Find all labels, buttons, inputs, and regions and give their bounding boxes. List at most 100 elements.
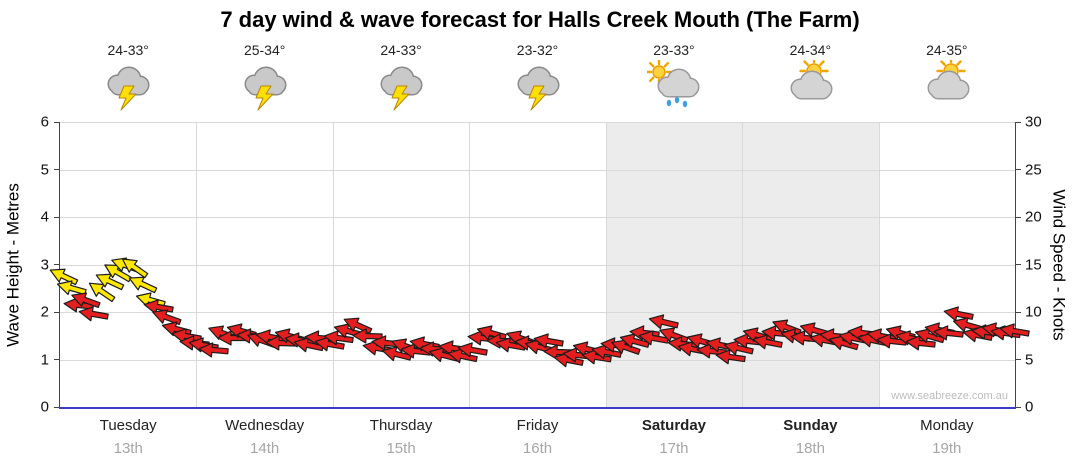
y-axis-right-tick — [1016, 264, 1021, 265]
y-axis-right-tick — [1016, 121, 1021, 123]
y-axis-left-tick — [54, 169, 59, 170]
wind-arrow — [445, 343, 480, 369]
y-axis-left-tick — [54, 311, 59, 313]
wind-arrow — [903, 331, 937, 354]
wind-arrow — [720, 334, 756, 361]
chart-title: 7 day wind & wave forecast for Halls Cre… — [220, 7, 860, 32]
wind-arrow — [931, 322, 965, 345]
wind-arrow — [196, 339, 230, 362]
gridline-horizontal — [60, 359, 1015, 361]
y-axis-left-tick — [54, 264, 59, 265]
y-axis-right-tick-label: 25 — [1025, 161, 1042, 178]
date-label: 19th — [932, 440, 962, 457]
wind-arrow — [579, 345, 614, 370]
day-label: Sunday — [783, 417, 838, 434]
day-label: Wednesday — [225, 417, 305, 434]
wind-arrow — [321, 326, 355, 350]
wind-arrow — [694, 339, 728, 362]
partly-cloudy-icon — [783, 56, 837, 112]
x-axis-line — [59, 407, 1016, 409]
wind-arrow — [98, 255, 136, 288]
wind-arrow — [53, 274, 89, 302]
watermark: www.seabreeze.com.au — [891, 390, 1008, 402]
y-axis-left-tick — [54, 406, 59, 408]
date-label: 13th — [113, 440, 143, 457]
day-temp-range: 25-34° — [243, 42, 286, 58]
storm-icon — [238, 60, 292, 112]
wind-arrow — [82, 273, 120, 307]
wind-arrow — [455, 337, 490, 362]
y-axis-right-tick-label: 30 — [1025, 113, 1042, 131]
day-label: Friday — [516, 417, 559, 434]
y-axis-left-tick-label: 6 — [40, 113, 49, 131]
date-label: 17th — [659, 440, 689, 457]
wind-arrow — [351, 325, 384, 346]
day-label: Saturday — [641, 417, 707, 434]
gridline-vertical — [878, 122, 880, 407]
y-axis-left-line — [59, 122, 60, 407]
y-axis-right-tick-label: 10 — [1025, 303, 1042, 321]
wind-arrow — [588, 340, 623, 366]
y-axis-right-tick — [1016, 169, 1021, 170]
day-label: Monday — [920, 417, 974, 434]
y-axis-left-tick — [54, 216, 59, 218]
storm-icon — [101, 60, 155, 112]
gridline-vertical — [605, 122, 607, 407]
date-label: 15th — [386, 440, 416, 457]
wind-arrow — [123, 268, 160, 300]
y-axis-left-tick-label: 1 — [40, 351, 49, 368]
wind-arrow — [531, 328, 566, 353]
gridline-vertical — [332, 122, 334, 407]
wind-arrow — [75, 302, 110, 327]
wind-arrow — [996, 318, 1031, 343]
day-label: Tuesday — [99, 417, 157, 434]
wind-arrow — [825, 329, 861, 357]
y-axis-right-tick — [1016, 311, 1021, 313]
day-temp-range: 24-33° — [107, 42, 149, 58]
right-axis-title: Wind Speed - Knots — [1049, 189, 1069, 341]
wind-arrow — [66, 285, 103, 315]
y-axis-left-tick-label: 5 — [40, 161, 49, 178]
day-temp-range: 24-35° — [926, 42, 968, 58]
plot-area — [59, 122, 1016, 409]
day-label: Thursday — [369, 417, 433, 434]
wind-arrow — [90, 265, 127, 297]
left-axis-title: Wave Height - Metres — [3, 183, 23, 347]
date-label: 14th — [250, 440, 280, 457]
y-axis-right-tick-label: 20 — [1025, 208, 1042, 226]
gridline-horizontal — [60, 169, 1015, 171]
date-label: 16th — [522, 440, 553, 457]
wind-arrow — [115, 250, 153, 285]
partly-cloudy-icon — [920, 56, 974, 112]
date-label: 18th — [795, 440, 825, 457]
sun-shower-icon — [645, 58, 701, 112]
gridline-horizontal — [60, 312, 1015, 313]
y-axis-left-tick-label: 4 — [40, 208, 49, 226]
gridline-vertical — [742, 122, 744, 407]
y-axis-right-tick — [1016, 216, 1021, 218]
day-temp-range: 23-32° — [516, 42, 559, 58]
wind-arrow — [645, 309, 681, 336]
storm-icon — [511, 60, 565, 112]
y-axis-left-tick — [54, 359, 59, 360]
gridline-vertical — [196, 122, 198, 407]
gridline-vertical — [469, 122, 471, 407]
y-axis-right-tick-label: 5 — [1025, 351, 1034, 368]
y-axis-right-tick-label: 15 — [1025, 256, 1042, 273]
wind-arrow — [311, 332, 346, 357]
day-temp-range: 23-33° — [653, 42, 695, 58]
y-axis-right-tick — [1016, 359, 1021, 360]
gridline-horizontal — [60, 122, 1015, 123]
wind-arrow — [606, 332, 643, 361]
y-axis-left-tick-label: 0 — [40, 398, 49, 416]
y-axis-right-line — [1015, 122, 1016, 407]
wind-arrow — [713, 345, 747, 369]
y-axis-right-tick-label: 0 — [1025, 398, 1034, 416]
storm-icon — [374, 60, 428, 112]
gridline-horizontal — [60, 217, 1015, 218]
y-axis-right-tick — [1016, 406, 1021, 408]
y-axis-left-tick-label: 2 — [40, 303, 49, 321]
gridline-horizontal — [60, 264, 1015, 266]
wind-arrow — [148, 302, 185, 332]
